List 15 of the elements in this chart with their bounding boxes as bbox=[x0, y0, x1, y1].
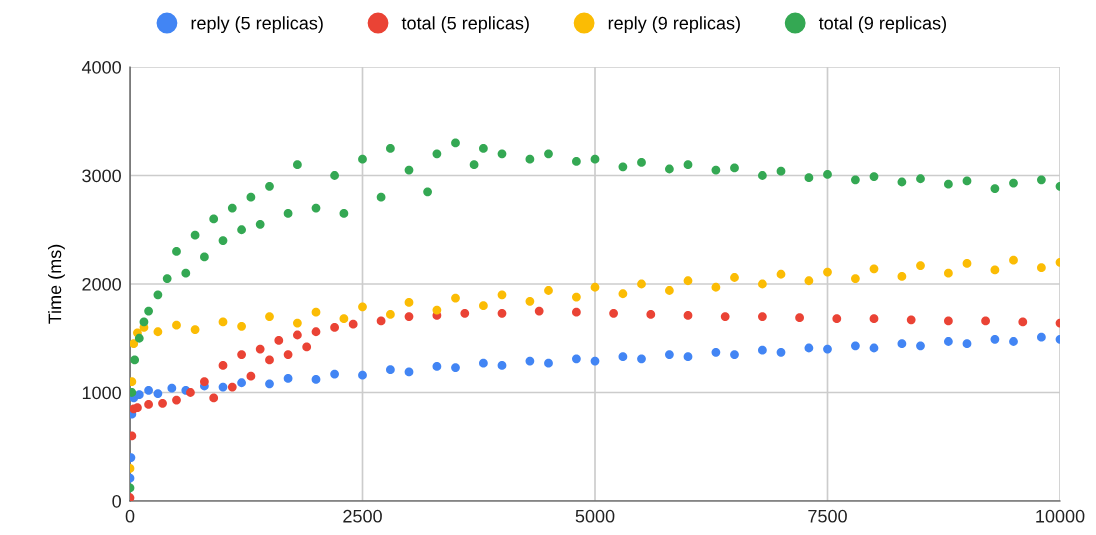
x-tick-label: 2500 bbox=[343, 509, 382, 523]
y-tick-label: 1000 bbox=[82, 386, 121, 400]
legend-label: reply (5 replicas) bbox=[191, 16, 323, 34]
y-axis-title: Time (ms) bbox=[48, 244, 65, 324]
legend-label: reply (9 replicas) bbox=[608, 16, 740, 34]
y-tick-label: 3000 bbox=[82, 169, 121, 183]
x-tick-label: 7500 bbox=[808, 509, 847, 523]
legend-label: total (5 replicas) bbox=[401, 16, 529, 34]
y-tick-label: 2000 bbox=[82, 277, 121, 291]
y-tick-label: 4000 bbox=[81, 60, 121, 74]
y-tick-label: 0 bbox=[112, 494, 121, 508]
legend-label: total (9 replicas) bbox=[818, 16, 946, 34]
x-tick-label: 5000 bbox=[575, 509, 615, 523]
x-tick-label: 10000 bbox=[1036, 509, 1085, 523]
x-tick-label: 0 bbox=[125, 509, 135, 523]
